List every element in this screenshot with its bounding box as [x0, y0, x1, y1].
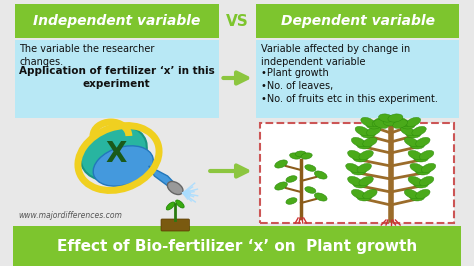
Ellipse shape: [314, 193, 327, 201]
Ellipse shape: [410, 163, 424, 173]
Ellipse shape: [419, 150, 434, 160]
Text: Independent variable: Independent variable: [33, 14, 201, 28]
Ellipse shape: [347, 176, 362, 186]
Ellipse shape: [353, 154, 368, 162]
Ellipse shape: [363, 189, 377, 199]
Text: Variable affected by change in
independent variable: Variable affected by change in independe…: [261, 44, 410, 67]
Ellipse shape: [383, 118, 398, 126]
Ellipse shape: [372, 117, 387, 127]
Ellipse shape: [93, 146, 153, 186]
Ellipse shape: [395, 117, 409, 127]
Ellipse shape: [275, 160, 287, 168]
Ellipse shape: [166, 202, 175, 210]
Ellipse shape: [374, 120, 389, 128]
Ellipse shape: [415, 167, 430, 175]
Ellipse shape: [351, 167, 366, 175]
Bar: [256, 40, 459, 118]
Ellipse shape: [388, 114, 403, 122]
Ellipse shape: [419, 176, 434, 186]
Ellipse shape: [410, 193, 425, 201]
Ellipse shape: [413, 180, 428, 188]
Ellipse shape: [347, 150, 362, 160]
Text: The variable the researcher
changes.: The variable the researcher changes.: [19, 44, 155, 67]
Ellipse shape: [361, 117, 375, 127]
Bar: [260, 123, 454, 223]
Ellipse shape: [410, 141, 425, 149]
Ellipse shape: [360, 130, 375, 138]
Ellipse shape: [413, 154, 428, 162]
Ellipse shape: [176, 200, 184, 208]
Ellipse shape: [408, 150, 422, 160]
Ellipse shape: [355, 126, 370, 136]
Text: www.majordifferences.com: www.majordifferences.com: [18, 211, 122, 220]
Bar: [15, 40, 219, 118]
Ellipse shape: [357, 163, 372, 173]
Ellipse shape: [393, 120, 408, 128]
Bar: [13, 226, 461, 266]
Ellipse shape: [378, 114, 393, 122]
Text: Effect of Bio-fertilizer ‘x’ on  Plant growth: Effect of Bio-fertilizer ‘x’ on Plant gr…: [56, 239, 417, 253]
Polygon shape: [149, 166, 177, 190]
Ellipse shape: [286, 176, 297, 182]
Ellipse shape: [286, 198, 297, 204]
Ellipse shape: [400, 121, 415, 129]
Ellipse shape: [353, 180, 368, 188]
Text: Dependent variable: Dependent variable: [281, 14, 435, 28]
Ellipse shape: [363, 137, 377, 147]
Ellipse shape: [81, 126, 147, 180]
Ellipse shape: [356, 141, 372, 149]
Bar: [256, 4, 459, 38]
Ellipse shape: [406, 117, 420, 127]
Text: Application of fertilizer ‘x’ in this
experiment: Application of fertilizer ‘x’ in this ex…: [18, 66, 214, 89]
Ellipse shape: [421, 163, 436, 173]
Ellipse shape: [314, 171, 327, 179]
Ellipse shape: [305, 165, 316, 171]
Ellipse shape: [275, 182, 287, 190]
Bar: [15, 4, 219, 38]
Ellipse shape: [359, 176, 374, 186]
Ellipse shape: [416, 137, 430, 147]
Text: •Plant growth
•No. of leaves,
•No. of fruits etc in this experiment.: •Plant growth •No. of leaves, •No. of fr…: [261, 68, 438, 104]
Ellipse shape: [290, 153, 301, 159]
Text: X: X: [106, 140, 128, 168]
Ellipse shape: [406, 130, 421, 138]
Text: VS: VS: [226, 14, 249, 28]
Ellipse shape: [416, 189, 430, 199]
Ellipse shape: [412, 126, 426, 136]
Ellipse shape: [305, 187, 316, 193]
Ellipse shape: [366, 121, 381, 129]
Ellipse shape: [404, 137, 419, 147]
FancyBboxPatch shape: [161, 219, 190, 231]
Ellipse shape: [404, 189, 419, 199]
Ellipse shape: [301, 153, 312, 159]
Ellipse shape: [295, 151, 307, 157]
Ellipse shape: [366, 126, 381, 136]
Ellipse shape: [351, 189, 366, 199]
Ellipse shape: [359, 150, 374, 160]
Ellipse shape: [346, 163, 360, 173]
Ellipse shape: [167, 181, 183, 194]
Ellipse shape: [356, 193, 372, 201]
Ellipse shape: [401, 126, 415, 136]
Ellipse shape: [408, 176, 422, 186]
Ellipse shape: [351, 137, 366, 147]
